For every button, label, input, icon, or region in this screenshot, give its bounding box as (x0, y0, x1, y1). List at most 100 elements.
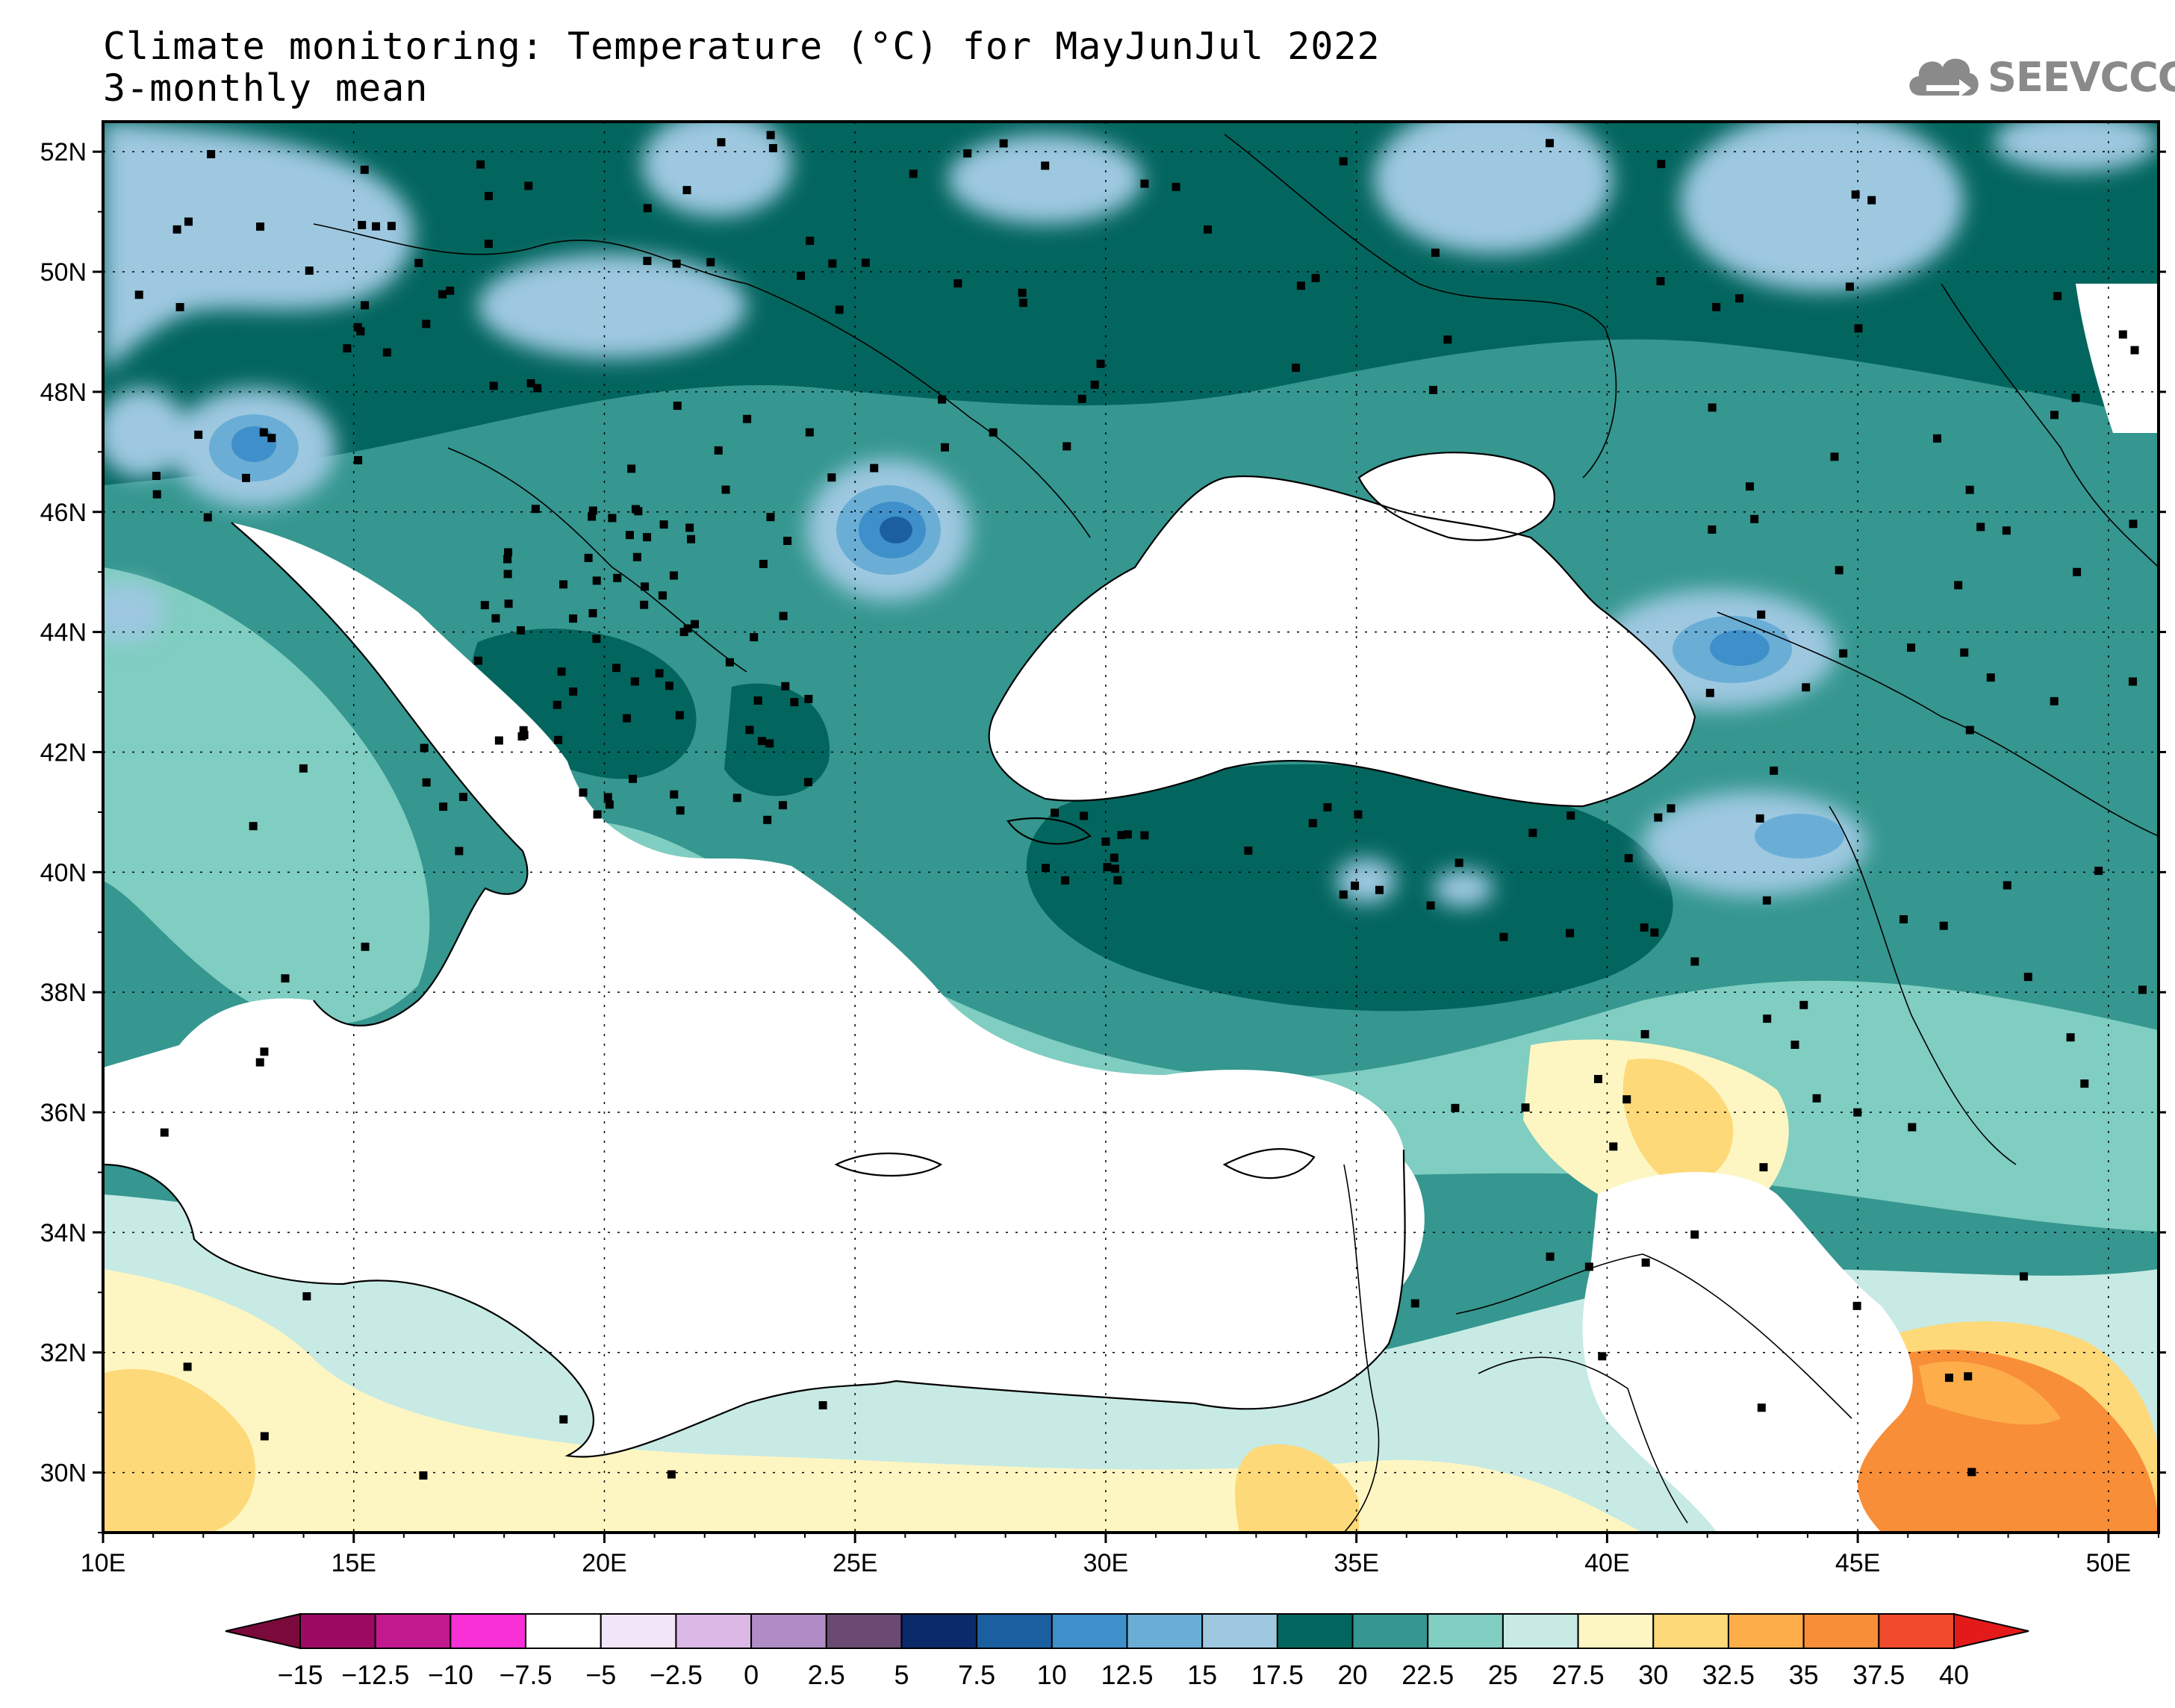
station-marker (531, 505, 540, 514)
station-marker (1932, 434, 1941, 443)
station-marker (249, 822, 258, 831)
station-marker (1851, 190, 1860, 199)
station-marker (1593, 1074, 1602, 1083)
station-marker (1960, 648, 1969, 657)
station-marker (1499, 932, 1508, 941)
station-marker (1061, 876, 1070, 885)
station-marker (669, 571, 678, 580)
station-marker (484, 240, 493, 249)
station-marker (557, 667, 566, 676)
station-marker (1690, 1230, 1699, 1239)
station-marker (588, 506, 597, 515)
colorbar-swatch (1652, 1613, 1729, 1649)
colorbar-label: 7.5 (958, 1659, 995, 1690)
colorbar-swatch (600, 1613, 677, 1649)
station-marker (1113, 876, 1122, 885)
station-marker (1802, 683, 1811, 692)
station-marker (305, 267, 314, 275)
colorbar-swatch (1502, 1613, 1579, 1649)
colorbar-label: −10 (428, 1659, 473, 1690)
station-marker (1750, 514, 1759, 523)
station-marker (1799, 1000, 1808, 1009)
station-marker (612, 664, 620, 673)
colorbar-swatch (299, 1613, 376, 1649)
station-marker (1705, 688, 1714, 697)
station-marker (725, 658, 734, 667)
map-frame (102, 120, 2160, 1534)
station-marker (827, 473, 836, 482)
station-marker (999, 139, 1008, 148)
colorbar-label: 35 (1789, 1659, 1819, 1690)
station-marker (2071, 393, 2080, 402)
colorbar-swatch (1276, 1613, 1354, 1649)
station-marker (299, 764, 308, 773)
colorbar-label: 25 (1488, 1659, 1518, 1690)
station-marker (1759, 1163, 1768, 1172)
colorbar-label: 2.5 (808, 1659, 845, 1690)
station-marker (172, 225, 181, 234)
station-marker (1117, 831, 1126, 840)
station-marker (2066, 1033, 2075, 1042)
station-marker (1757, 610, 1766, 619)
station-marker (1667, 804, 1675, 813)
station-marker (1323, 802, 1332, 811)
station-marker (1062, 442, 1071, 451)
colorbar-label: −5 (585, 1659, 616, 1690)
station-marker (2053, 292, 2062, 301)
station-marker (569, 614, 578, 623)
station-marker (1311, 273, 1320, 282)
station-marker (184, 217, 193, 226)
station-marker (627, 464, 636, 473)
station-marker (1839, 649, 1848, 658)
station-marker (203, 513, 212, 522)
latitude-axis: 52N 50N 48N 46N 44N 42N 40N 38N 36N 34N 32N 30N (40, 138, 2166, 1533)
station-marker (1077, 394, 1086, 403)
seevccc-logo: SEEVCCC (1904, 43, 2175, 110)
station-marker (1110, 853, 1118, 862)
y-tick-label: 38N (40, 979, 87, 1007)
station-marker (1041, 161, 1050, 170)
station-marker (1598, 1352, 1607, 1361)
station-marker (675, 711, 684, 720)
station-marker (267, 434, 276, 443)
station-marker (1654, 813, 1663, 822)
station-marker (474, 656, 483, 665)
x-tick-label: 25E (833, 1549, 878, 1577)
station-marker (1339, 157, 1348, 166)
station-marker (1852, 1301, 1861, 1310)
station-marker (938, 395, 947, 404)
colorbar-label: 30 (1638, 1659, 1668, 1690)
station-marker (1622, 1095, 1631, 1104)
colorbar-swatch (1427, 1613, 1504, 1649)
station-marker (721, 485, 730, 494)
colorbar-swatch (1126, 1613, 1204, 1649)
station-marker (2138, 985, 2147, 994)
station-marker (608, 514, 617, 523)
coastlines (103, 134, 2159, 1533)
station-marker (519, 726, 528, 735)
station-marker (803, 778, 812, 787)
station-marker (2019, 1272, 2028, 1281)
station-marker (1443, 335, 1452, 344)
station-marker (387, 222, 396, 231)
station-marker (2128, 677, 2137, 686)
colorbar-label: 10 (1037, 1659, 1067, 1690)
station-marker (134, 290, 143, 299)
station-marker (706, 258, 715, 267)
colorbar-label: 32.5 (1702, 1659, 1755, 1690)
station-marker (605, 800, 614, 809)
colorbar-swatch (1201, 1613, 1278, 1649)
y-tick-label: 46N (40, 499, 87, 527)
station-marker (763, 815, 772, 824)
station-marker (641, 582, 650, 591)
station-marker (533, 384, 542, 393)
station-marker (1770, 766, 1779, 775)
station-marker (360, 165, 369, 174)
station-marker (259, 428, 268, 437)
station-marker (1790, 1041, 1799, 1050)
station-marker (455, 847, 464, 855)
colorbar-label: 22.5 (1401, 1659, 1454, 1690)
colorbar-swatch (750, 1613, 827, 1649)
colorbar-swatch (374, 1613, 452, 1649)
station-marker (1986, 673, 1995, 682)
